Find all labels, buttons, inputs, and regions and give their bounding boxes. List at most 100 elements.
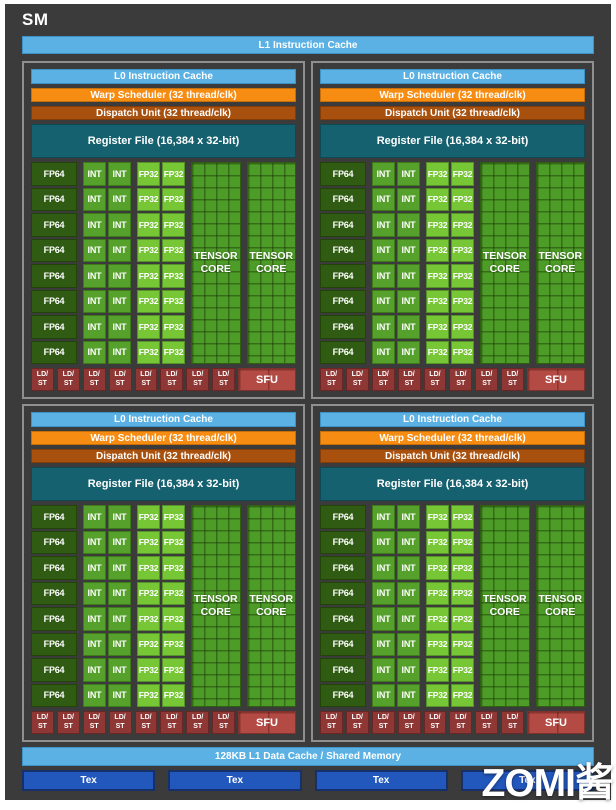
fp64-core: FP64	[31, 238, 77, 262]
fp32-core: FP32	[137, 632, 160, 656]
int-core: INT	[83, 658, 106, 682]
partition-grid: L0 Instruction Cache Warp Scheduler (32 t…	[22, 61, 594, 742]
fp32-core: FP32	[426, 632, 449, 656]
fp32-core: FP32	[162, 658, 185, 682]
fp32-core: FP32	[162, 505, 185, 529]
int-core: INT	[108, 187, 131, 211]
fp32-core: FP32	[426, 530, 449, 554]
fp64-core: FP64	[31, 315, 77, 339]
int-core: INT	[108, 632, 131, 656]
l1-instruction-cache-bar: L1 Instruction Cache	[22, 36, 594, 54]
fp64-core: FP64	[320, 340, 366, 364]
ldst-label-line2: ST	[219, 379, 229, 387]
ldst-label-line1: LD/	[351, 371, 363, 379]
fp32-core: FP32	[426, 505, 449, 529]
tensor-core-block: TENSOR CORE	[246, 162, 296, 364]
fp32-core: FP32	[162, 315, 185, 339]
l0-instruction-cache-bar: L0 Instruction Cache	[320, 69, 585, 84]
fp32-core: FP32	[426, 556, 449, 580]
int-core: INT	[372, 289, 395, 313]
fp32-core: FP32	[137, 315, 160, 339]
ldst-unit: LD/ST	[345, 368, 369, 391]
tensor-core-label: TENSOR CORE	[538, 250, 582, 275]
fp32-column-pair: FP32 FP32 FP32 FP32 FP32 FP32 FP32 FP32 FP32 FP32…	[137, 505, 185, 707]
int-core: INT	[372, 632, 395, 656]
tensor-core-label: TENSOR CORE	[194, 250, 238, 275]
int-core: INT	[397, 658, 420, 682]
tensor-core-block: TENSOR CORE	[191, 162, 241, 364]
fp64-core: FP64	[320, 213, 366, 237]
dispatch-unit-bar: Dispatch Unit (32 thread/clk)	[320, 106, 585, 120]
fp32-core: FP32	[162, 187, 185, 211]
tex-unit: Tex	[460, 770, 594, 791]
register-file-bar: Register File (16,384 x 32-bit)	[320, 467, 585, 501]
fp32-core: FP32	[162, 607, 185, 631]
ldst-label-line2: ST	[63, 379, 73, 387]
fp32-core: FP32	[162, 264, 185, 288]
fp32-core: FP32	[426, 162, 449, 186]
fp32-core: FP32	[426, 315, 449, 339]
ldst-unit: LD/ST	[31, 711, 54, 734]
int-column: INT INT INT INT INT INT INT INT	[372, 162, 395, 364]
int-core: INT	[83, 530, 106, 554]
fp64-core: FP64	[31, 187, 77, 211]
ldst-unit: LD/ST	[320, 711, 343, 734]
fp32-core: FP32	[451, 315, 474, 339]
ldst-label-line1: LD/	[114, 714, 126, 722]
int-column: INT INT INT INT INT INT INT INT	[83, 162, 106, 364]
ldst-label-line2: ST	[193, 722, 203, 730]
ldst-label-line1: LD/	[325, 714, 338, 722]
ldst-label-line1: LD/	[506, 371, 519, 379]
l0-instruction-cache-bar: L0 Instruction Cache	[320, 412, 585, 427]
int-core: INT	[108, 340, 131, 364]
fp64-core: FP64	[320, 607, 366, 631]
int-column-pair: INT INT INT INT INT INT INT INT INT INT INT INT INT I…	[83, 505, 131, 707]
ldst-unit: LD/ST	[423, 368, 447, 391]
tensor-core-label-line2: CORE	[489, 606, 520, 618]
ldst-label-line2: ST	[89, 379, 99, 387]
ldst-unit: LD/ST	[108, 711, 132, 734]
ldst-unit: LD/ST	[108, 368, 132, 391]
fp32-column: FP32 FP32 FP32 FP32 FP32 FP32 FP32 FP32	[162, 505, 185, 707]
tensor-core-block: TENSOR CORE	[191, 505, 241, 707]
fp64-core: FP64	[31, 264, 77, 288]
ldst-label-line1: LD/	[36, 371, 49, 379]
ldst-row: LD/ST LD/ST LD/ST LD/ST LD/ST LD/ST LD/ST LD/ST…	[31, 711, 296, 734]
tensor-core-label-line1: TENSOR	[538, 250, 583, 263]
fp64-core: FP64	[320, 556, 366, 580]
fp32-column: FP32 FP32 FP32 FP32 FP32 FP32 FP32 FP32	[137, 162, 160, 364]
ldst-unit: LD/ST	[82, 368, 106, 391]
fp32-core: FP32	[137, 581, 160, 605]
ldst-unit: LD/ST	[475, 368, 499, 391]
fp32-core: FP32	[162, 581, 185, 605]
tensor-core-label-line2: CORE	[256, 606, 287, 618]
fp64-core: FP64	[320, 658, 366, 682]
tensor-core-label-line1: TENSOR	[249, 250, 294, 263]
fp64-core: FP64	[320, 632, 366, 656]
ldst-label-line1: LD/	[88, 371, 100, 379]
int-core: INT	[83, 289, 106, 313]
fp32-core: FP32	[451, 530, 474, 554]
ldst-unit: LD/ST	[56, 711, 80, 734]
fp32-core: FP32	[451, 658, 474, 682]
ldst-label-line2: ST	[456, 722, 466, 730]
l0-instruction-cache-bar: L0 Instruction Cache	[31, 69, 296, 84]
fp64-core: FP64	[31, 581, 77, 605]
fp32-core: FP32	[137, 683, 160, 707]
int-core: INT	[108, 505, 131, 529]
tensor-core-label-line2: CORE	[200, 263, 231, 275]
fp32-core: FP32	[451, 289, 474, 313]
ldst-label-line2: ST	[89, 722, 99, 730]
ldst-label-line2: ST	[378, 722, 388, 730]
warp-scheduler-bar: Warp Scheduler (32 thread/clk)	[320, 88, 585, 102]
ldst-unit: LD/ST	[212, 711, 235, 734]
sfu-unit: SFU	[527, 711, 585, 734]
int-core: INT	[397, 556, 420, 580]
ldst-label-line1: LD/	[36, 714, 49, 722]
tensor-core-label-line1: TENSOR	[538, 593, 583, 606]
fp32-core: FP32	[162, 683, 185, 707]
ldst-label-line2: ST	[430, 379, 440, 387]
ldst-unit: LD/ST	[134, 368, 158, 391]
ldst-unit: LD/ST	[186, 711, 210, 734]
fp64-core: FP64	[31, 162, 77, 186]
